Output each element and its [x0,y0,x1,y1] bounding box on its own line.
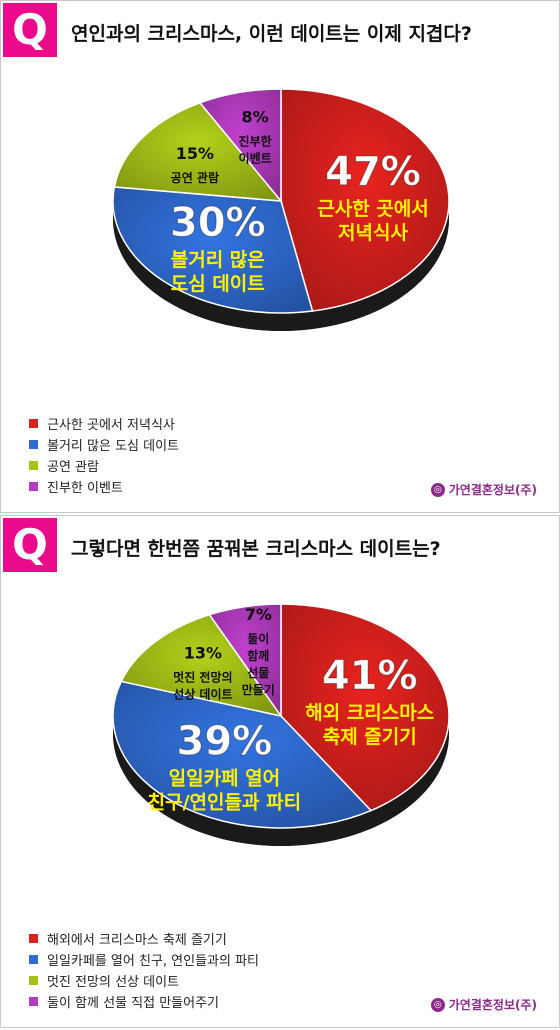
survey-panel-1: Q 연인과의 크리스마스, 이런 데이트는 이제 지겹다? 47% 근사한 곳에서… [0,0,560,513]
legend-label: 해외에서 크리스마스 축제 즐기기 [47,933,227,948]
question-title: 연인과의 크리스마스, 이런 데이트는 이제 지겹다? [71,23,472,45]
slice-inner-label: 둘이 [247,631,269,646]
brand-logo-icon: ◎ [430,482,445,497]
brand-mark: ◎ 가연결혼정보(주) [430,481,537,498]
question-badge: Q [3,518,57,572]
legend-label: 진부한 이벤트 [47,481,123,496]
legend-label: 멋진 전망의 선상 데이트 [47,975,179,990]
legend-label: 볼거리 많은 도심 데이트 [47,439,179,454]
question-badge: Q [3,3,57,57]
legend-swatch [29,482,38,491]
slice-inner-label: 일일카페 열어 [169,768,281,790]
legend-swatch [29,419,38,428]
slice-percent-label: 15% [176,144,214,163]
legend-swatch [29,934,38,943]
pie-slice [112,186,314,314]
legend-item: 둘이 함께 선물 직접 만들어주기 [29,991,259,1012]
slice-inner-label: 해외 크리스마스 [305,702,434,724]
slice-percent-label: 7% [245,605,272,624]
legend-item: 멋진 전망의 선상 데이트 [29,970,259,991]
legend-label: 둘이 함께 선물 직접 만들어주기 [47,996,220,1011]
slice-inner-label: 함께 [247,648,269,663]
slice-inner-label: 이벤트 [239,150,272,165]
legend-swatch [29,976,38,985]
slice-inner-label: 저녁식사 [338,222,408,244]
slice-inner-label: 진부한 [239,133,272,148]
legend-label: 근사한 곳에서 저녁식사 [47,418,175,433]
pie-slice [280,88,450,312]
brand-logo-icon: ◎ [430,997,445,1012]
pie-slice [198,88,282,204]
pie-slice [113,101,283,202]
slice-inner-label: 선물 [247,665,269,680]
legend-item: 근사한 곳에서 저녁식사 [29,413,179,434]
slice-inner-label: 멋진 전망의 [173,670,232,685]
survey-panel-2: Q 그렇다면 한번쯤 꿈꿔본 크리스마스 데이트는? 41% 해외 크리스마스 축제… [0,515,560,1028]
legend-item: 일일카페를 열어 친구, 연인들과의 파티 [29,949,259,970]
legend-swatch [29,461,38,470]
slice-percent-label: 41% [322,653,418,699]
legend-item: 볼거리 많은 도심 데이트 [29,434,179,455]
slice-inner-label: 도심 데이트 [171,273,265,295]
brand-name: 가연결혼정보(주) [448,998,537,1012]
slice-percent-label: 8% [242,107,269,126]
pie-slice [208,603,282,719]
slice-percent-label: 47% [325,149,421,195]
slice-inner-label: 공연 관람 [171,170,219,185]
legend-swatch [29,955,38,964]
legend-item: 해외에서 크리스마스 축제 즐기기 [29,928,259,949]
slice-inner-label: 만들기 [242,682,275,697]
slice-percent-label: 13% [184,644,222,663]
slice-inner-label: 선상 데이트 [173,687,232,702]
slice-inner-label: 볼거리 많은 [171,249,265,271]
legend-label: 일일카페를 열어 친구, 연인들과의 파티 [47,954,260,969]
slice-inner-label: 축제 즐기기 [323,726,417,748]
brand-name: 가연결혼정보(주) [448,483,537,497]
legend-label: 공연 관람 [47,460,99,475]
slice-inner-label: 근사한 곳에서 [317,198,429,220]
slice-percent-label: 39% [176,719,272,765]
legend-swatch [29,997,38,1006]
brand-mark: ◎ 가연결혼정보(주) [430,996,537,1013]
slice-percent-label: 30% [170,200,266,246]
legend-item: 진부한 이벤트 [29,476,179,497]
pie-slice [280,603,450,812]
pie-slice [112,680,373,829]
question-title: 그렇다면 한번쯤 꿈꿔본 크리스마스 데이트는? [71,538,441,560]
pie-slice [120,613,283,718]
legend-item: 공연 관람 [29,455,179,476]
legend-swatch [29,440,38,449]
slice-inner-label: 친구/연인들과 파티 [148,792,301,814]
